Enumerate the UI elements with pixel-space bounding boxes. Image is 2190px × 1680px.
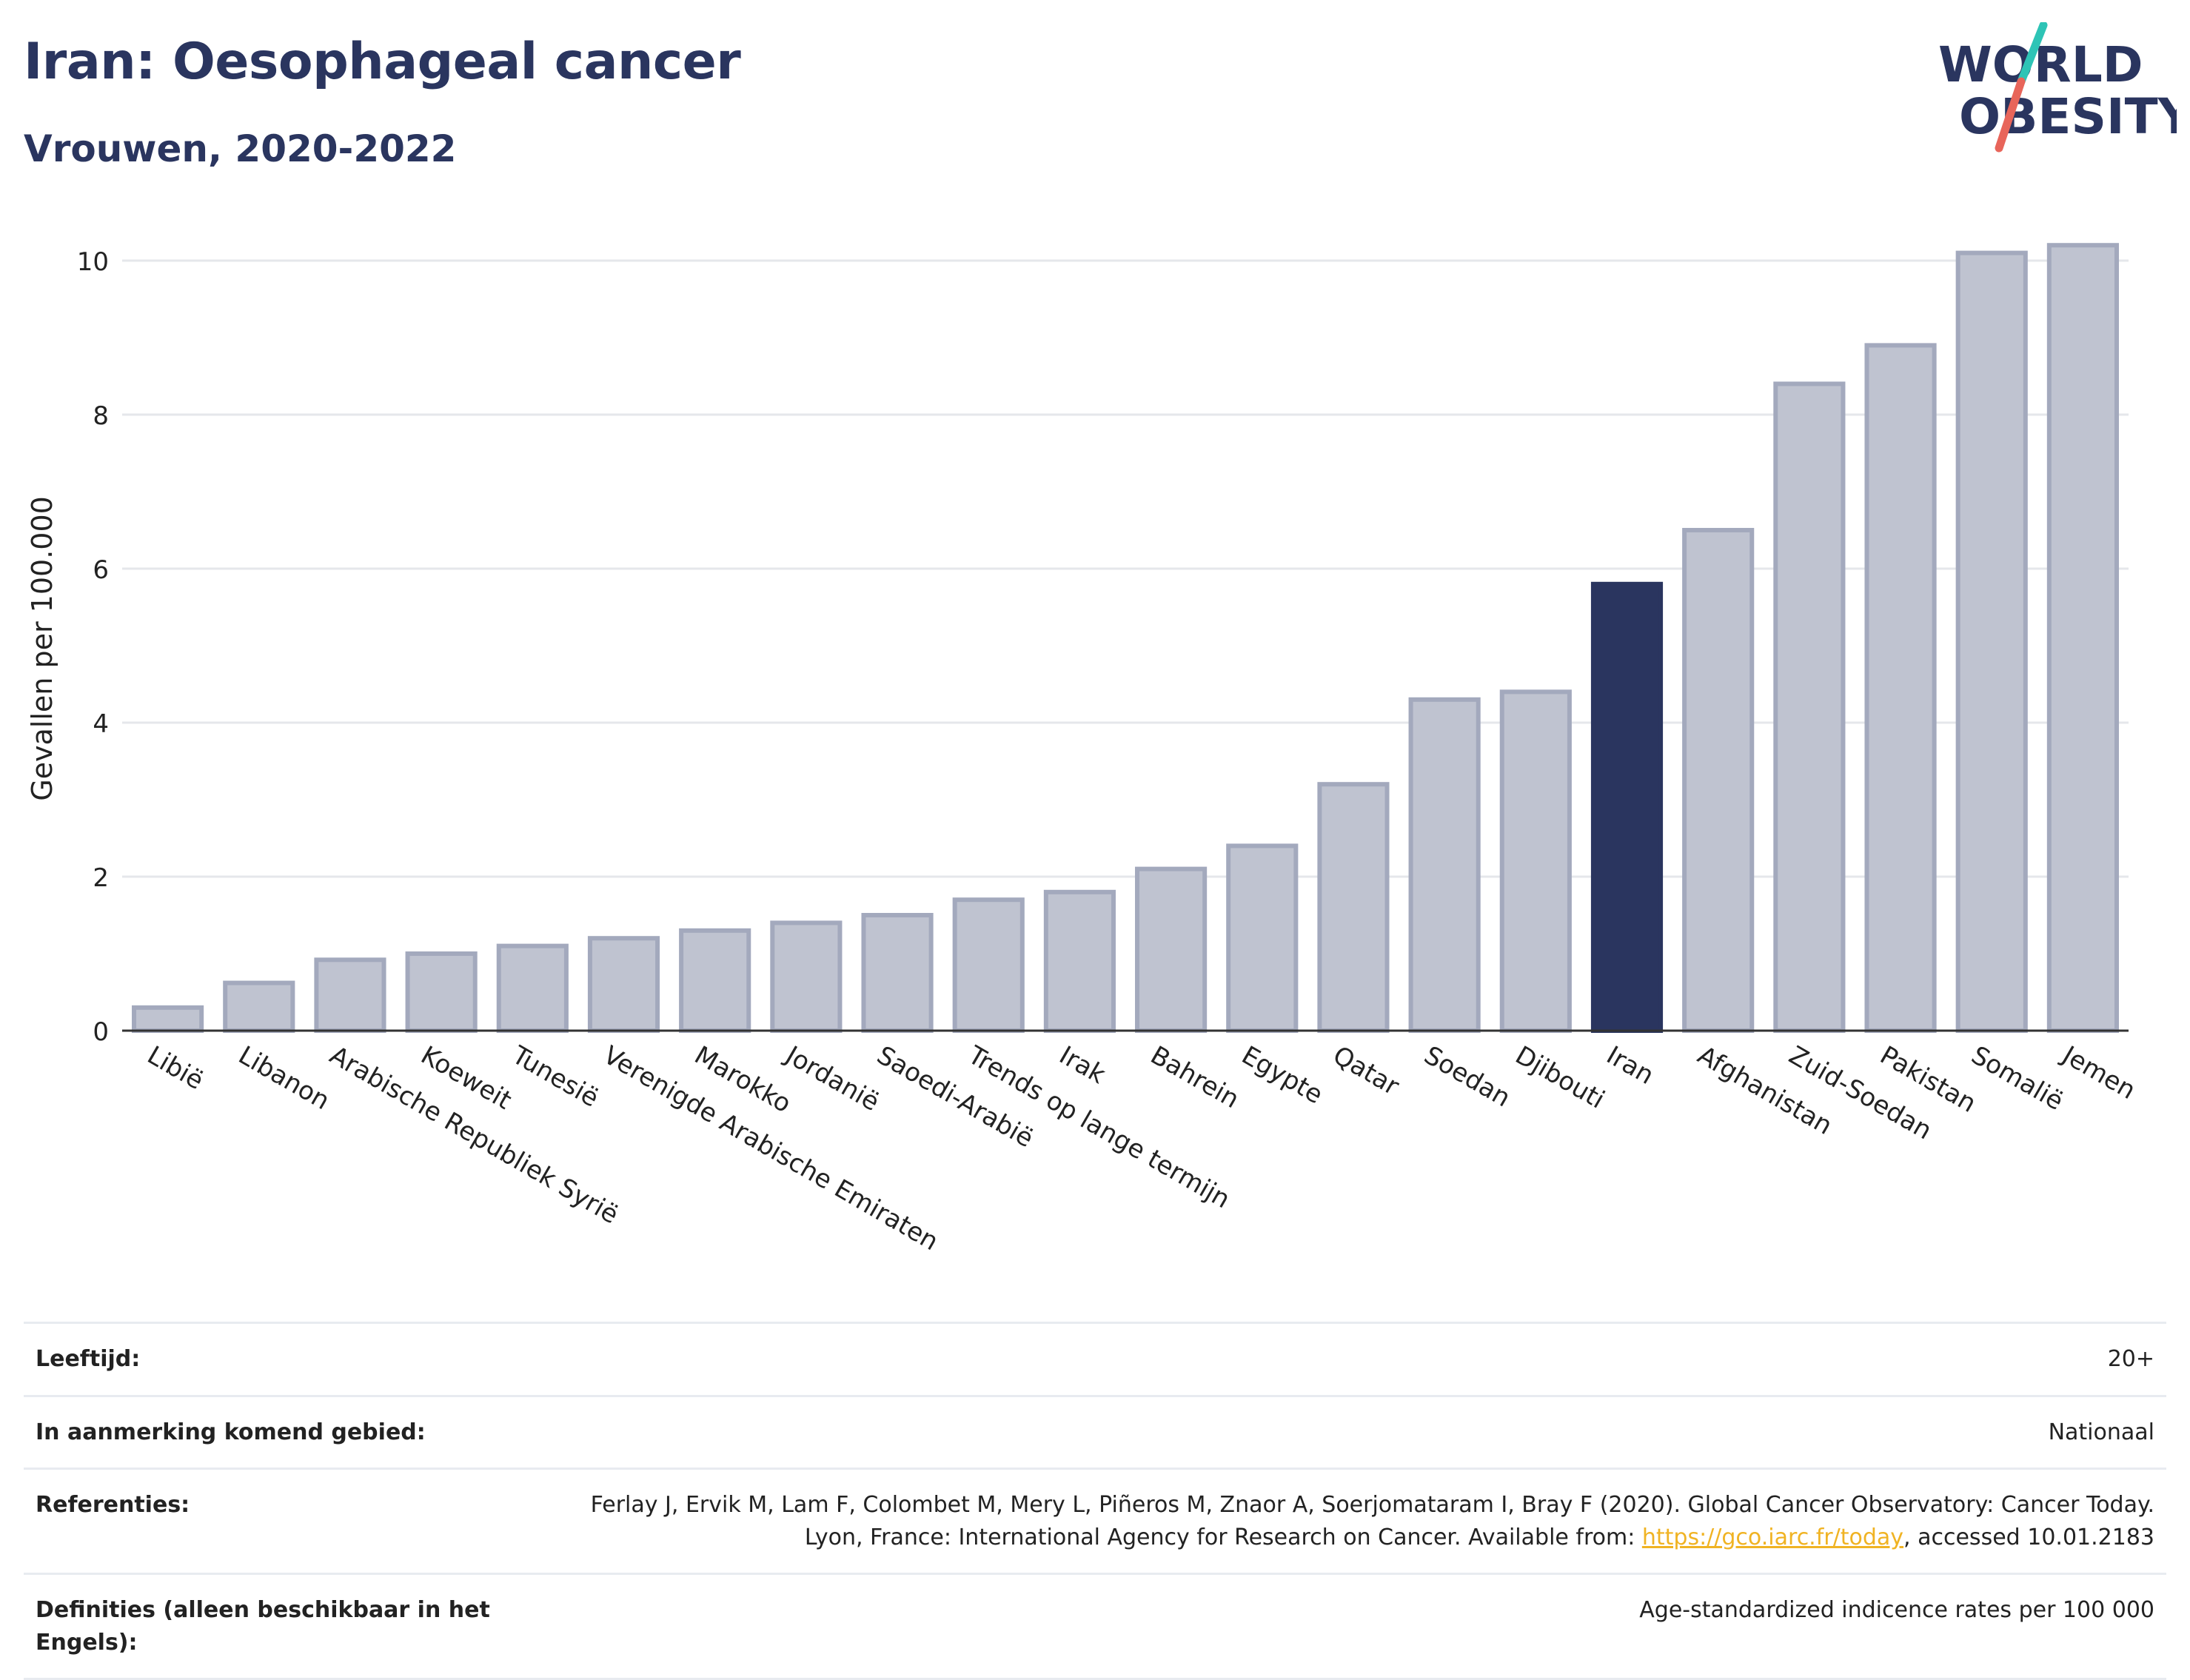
bar <box>1773 381 1846 1033</box>
bar <box>314 957 386 1033</box>
logo-slash-bottom <box>1995 77 2026 153</box>
info-key: Referenties: <box>36 1492 190 1518</box>
info-value: Ferlay J, Ervik M, Lam F, Colombet M, Me… <box>521 1469 2166 1574</box>
info-value: 20+ <box>2107 1346 2154 1372</box>
bar <box>861 913 934 1033</box>
x-tick-label: Iran <box>1601 1040 1658 1091</box>
info-row-age: Leeftijd: 20+ <box>24 1322 2166 1396</box>
info-key: Definities (alleen beschikbaar in het En… <box>36 1597 490 1656</box>
bar <box>496 943 569 1033</box>
bar <box>1955 250 2028 1034</box>
reference-suffix: , accessed 10.01.2183 <box>1903 1524 2154 1550</box>
x-tick-label: Soedan <box>1419 1040 1516 1113</box>
x-tick-label: Somalië <box>1966 1040 2069 1117</box>
bar <box>1408 697 1481 1033</box>
x-tick-label: Jemen <box>2056 1040 2140 1105</box>
x-tick-label: Libië <box>142 1040 209 1096</box>
y-tick-label: 8 <box>93 401 109 431</box>
x-tick-label: Bahrein <box>1145 1040 1244 1114</box>
y-tick-label: 4 <box>93 709 109 739</box>
world-obesity-logo: WORLD OBESITY <box>1938 22 2177 153</box>
bar <box>1226 843 1299 1034</box>
bar <box>1864 343 1937 1033</box>
logo-line1: WORLD <box>1938 36 2143 93</box>
info-row-area: In aanmerking komend gebied: Nationaal <box>24 1396 2166 1469</box>
reference-link[interactable]: https://gco.iarc.fr/today <box>1641 1524 1904 1550</box>
chart-title: Iran: Oesophageal cancer <box>24 33 741 91</box>
info-key: Leeftijd: <box>36 1346 141 1372</box>
x-tick-label: Qatar <box>1327 1040 1404 1102</box>
y-tick-label: 0 <box>93 1017 109 1047</box>
reference-text: Ferlay J, Ervik M, Lam F, Colombet M, Me… <box>590 1492 2154 1550</box>
info-row-references: Referenties: Ferlay J, Ervik M, Lam F, C… <box>24 1468 2166 1574</box>
x-tick-label: Djibouti <box>1510 1040 1610 1115</box>
chart-subtitle: Vrouwen, 2020-2022 <box>24 127 457 170</box>
logo-line2: OBESITY <box>1959 88 2177 145</box>
bar <box>770 920 843 1034</box>
x-tick-label: Jordanië <box>780 1040 885 1117</box>
bar <box>2046 243 2119 1034</box>
bar <box>1135 866 1208 1033</box>
x-tick-label: Libanon <box>233 1040 335 1116</box>
bar <box>405 951 478 1033</box>
bar <box>132 1005 204 1034</box>
bar <box>1590 581 1664 1033</box>
x-tick-label: Saoedi-Arabië <box>872 1040 1039 1154</box>
info-value: Nationaal <box>2048 1419 2154 1445</box>
bar <box>679 928 751 1034</box>
info-table: Leeftijd: 20+ In aanmerking komend gebie… <box>24 1322 2166 1680</box>
info-key: In aanmerking komend gebied: <box>36 1419 426 1445</box>
bar <box>587 936 660 1033</box>
y-tick-label: 2 <box>93 863 109 893</box>
x-tick-label: Tunesië <box>506 1040 603 1114</box>
y-tick-label: 10 <box>77 247 109 277</box>
y-tick-label: 6 <box>93 555 109 585</box>
bars <box>132 243 2119 1034</box>
bar <box>223 980 295 1034</box>
x-tick-label: Irak <box>1054 1040 1111 1090</box>
y-axis-label: Gevallen per 100.000 <box>26 496 58 801</box>
bar <box>1682 528 1755 1033</box>
x-tick-label: Egypte <box>1236 1040 1327 1110</box>
bar <box>1043 889 1116 1034</box>
bar <box>1499 689 1572 1034</box>
info-value: Age-standardized indicence rates per 100… <box>1639 1597 2154 1623</box>
bar <box>952 897 1025 1033</box>
logo-slash-top <box>2017 22 2048 86</box>
bar <box>1317 782 1390 1033</box>
info-row-definitions: Definities (alleen beschikbaar in het En… <box>24 1573 2166 1679</box>
